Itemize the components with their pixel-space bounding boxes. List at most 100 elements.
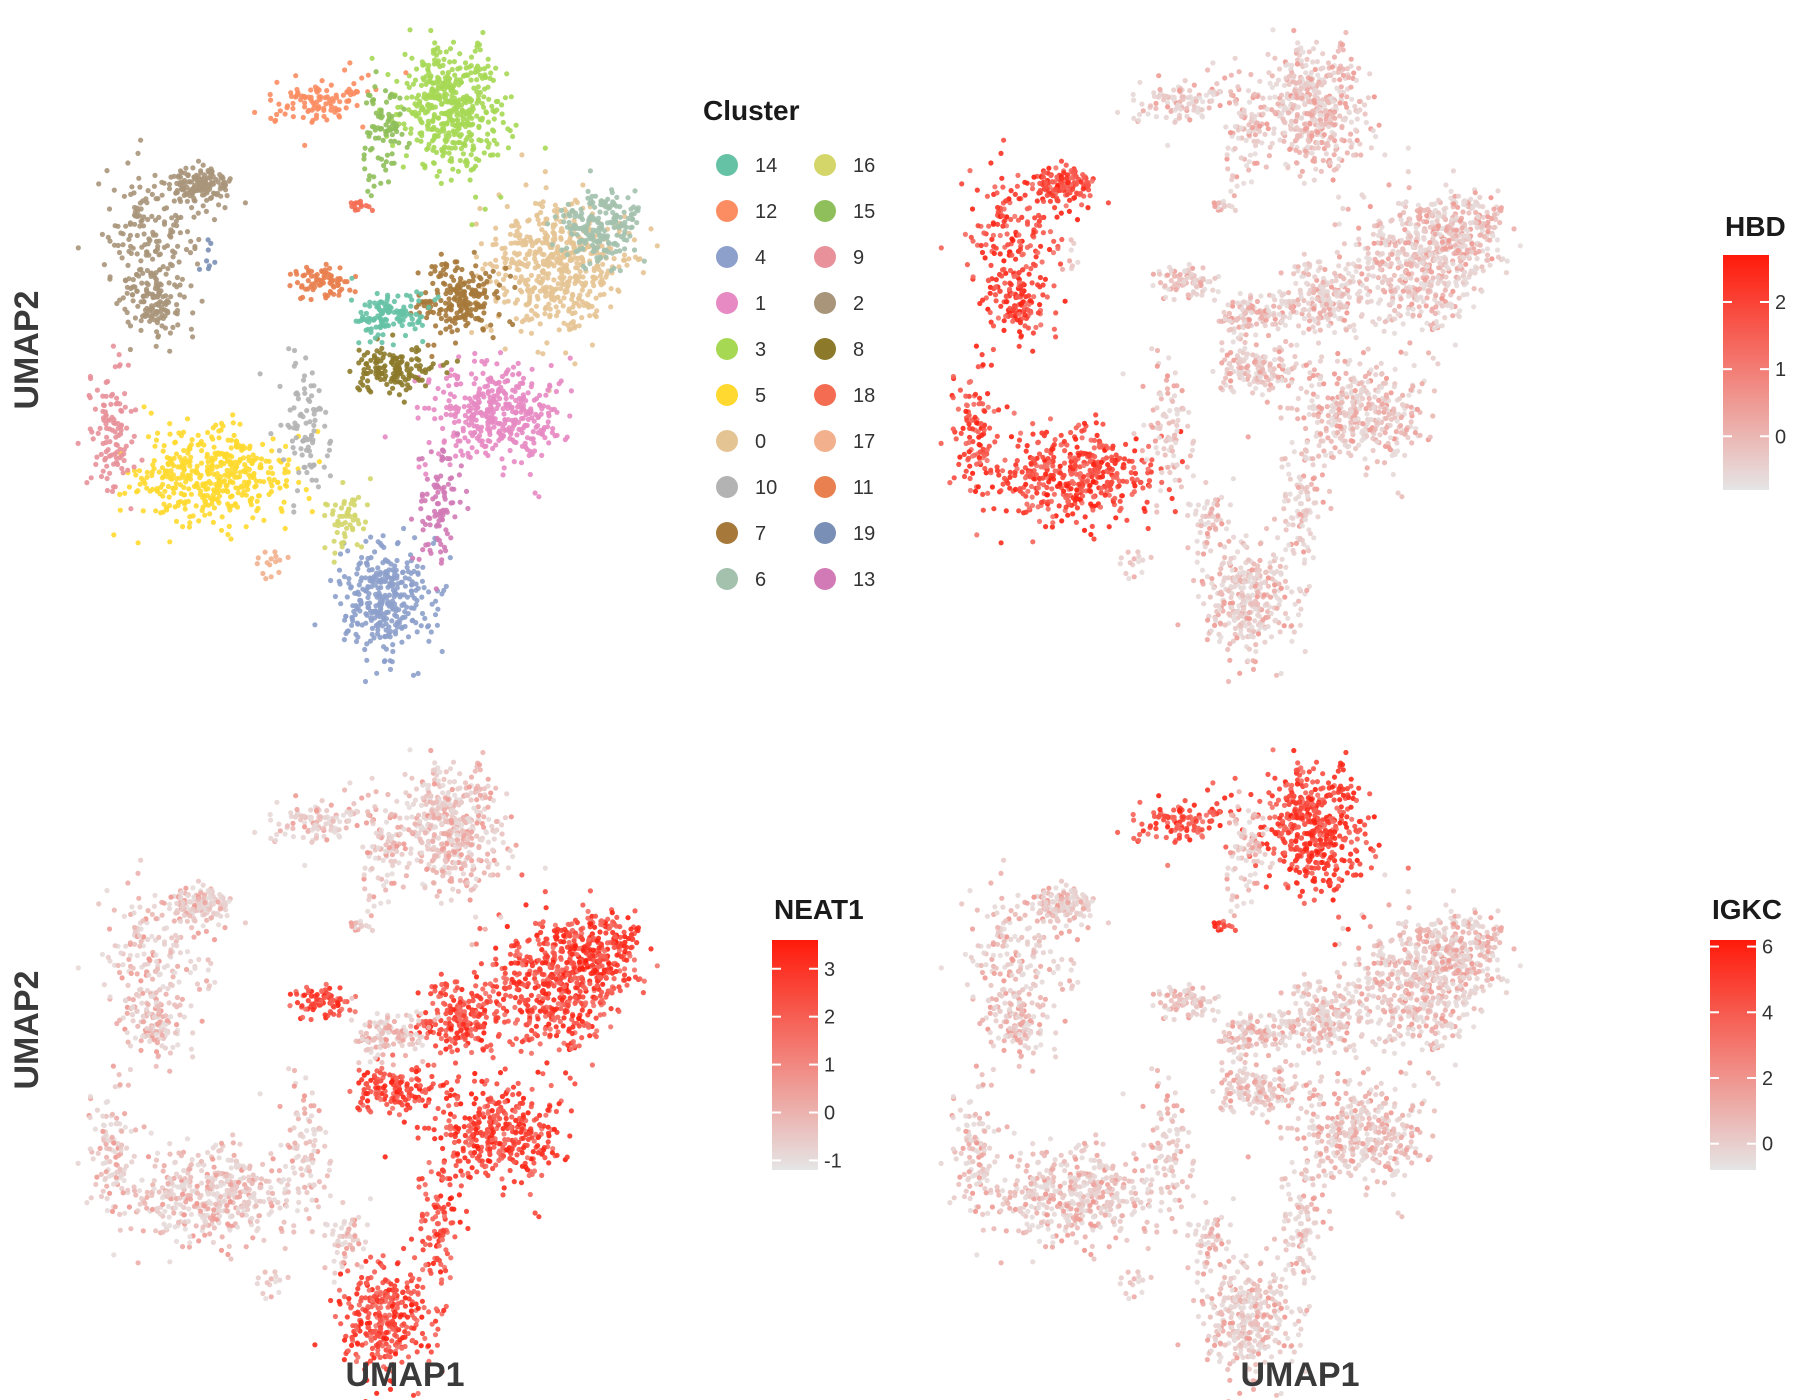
cell-point-cluster-9 [125, 467, 131, 473]
cell-point-cluster-2 [152, 172, 158, 178]
cell-point-cluster-4 [378, 585, 384, 591]
cell-point-cluster-13 [456, 472, 462, 478]
cell-point-cluster-3 [407, 27, 413, 33]
cell-point-cluster-8 [387, 390, 393, 396]
cell-point-hbd [1394, 418, 1400, 424]
cell-point-cluster-12 [268, 97, 274, 103]
cell-point-hbd [1285, 462, 1291, 468]
cell-point-cluster-1 [457, 438, 463, 444]
cell-point-cluster-5 [223, 453, 229, 459]
cell-point-cluster-2 [199, 298, 205, 304]
cell-point-cluster-3 [464, 160, 470, 166]
cell-point-cluster-0 [556, 267, 562, 273]
cell-point-cluster-12 [273, 117, 279, 123]
cell-point-cluster-5 [239, 492, 245, 498]
cell-point-cluster-3 [472, 48, 478, 54]
cell-point-cluster-2 [177, 230, 183, 236]
cell-point-cluster-3 [409, 55, 415, 61]
cell-point-cluster-19 [205, 247, 211, 253]
cell-point-cluster-9 [75, 440, 81, 446]
cell-point-cluster-10 [302, 390, 308, 396]
cell-point-hbd [1298, 385, 1304, 392]
cell-point-hbd [1334, 400, 1340, 406]
cell-point-cluster-15 [380, 137, 386, 143]
cell-point-cluster-6 [605, 196, 611, 202]
cell-point-cluster-6 [587, 168, 594, 174]
cell-point-cluster-3 [418, 82, 425, 88]
cell-point-cluster-7 [473, 263, 479, 269]
cell-point-cluster-7 [476, 282, 482, 288]
cell-point-hbd [1405, 169, 1411, 175]
cell-point-cluster-2 [183, 246, 190, 253]
cell-point-cluster-6 [564, 252, 570, 258]
cell-point-cluster-0 [648, 226, 654, 232]
cell-point-cluster-8 [396, 392, 402, 398]
cell-point-cluster-0 [529, 307, 535, 314]
cell-point-cluster-8 [407, 385, 413, 391]
cell-point-cluster-15 [369, 124, 375, 130]
cell-point-cluster-0 [581, 302, 587, 308]
cell-point-cluster-9 [106, 426, 113, 432]
cell-point-cluster-4 [369, 625, 375, 632]
cell-point-hbd [1360, 350, 1367, 356]
cell-point-cluster-4 [392, 612, 398, 618]
cell-point-cluster-6 [587, 261, 593, 267]
cell-point-cluster-0 [590, 279, 596, 285]
cell-point-hbd [1383, 392, 1389, 398]
cell-point-cluster-8 [398, 359, 404, 366]
cell-point-cluster-8 [401, 399, 407, 405]
cell-point-cluster-0 [587, 288, 593, 294]
cell-point-cluster-16 [347, 513, 353, 520]
cell-point-cluster-1 [448, 412, 454, 418]
cell-point-cluster-12 [324, 88, 330, 94]
cell-point-cluster-12 [345, 98, 352, 104]
cell-point-cluster-10 [321, 464, 327, 470]
cell-point-cluster-0 [511, 250, 518, 256]
cell-point-cluster-5 [185, 498, 191, 504]
cell-point-cluster-1 [556, 381, 562, 387]
cell-point-cluster-2 [134, 232, 140, 239]
cell-point-cluster-14 [374, 290, 380, 297]
cell-point-cluster-2 [130, 245, 136, 251]
cell-point-cluster-3 [433, 149, 440, 155]
cell-point-cluster-11 [337, 265, 343, 271]
cell-point-cluster-8 [375, 365, 381, 371]
cell-point-cluster-5 [283, 478, 290, 484]
cell-point-cluster-9 [109, 414, 115, 420]
cell-point-cluster-16 [324, 502, 330, 508]
cell-point-cluster-2 [153, 343, 159, 349]
cell-point-cluster-13 [427, 522, 433, 528]
cell-point-cluster-4 [402, 575, 408, 581]
cell-point-cluster-1 [423, 471, 429, 477]
cell-point-hbd [1053, 165, 1059, 171]
cell-point-cluster-3 [440, 62, 446, 68]
cell-point-cluster-5 [217, 493, 223, 499]
cell-point-hbd [1400, 402, 1406, 409]
cell-point-cluster-4 [362, 678, 369, 685]
cell-point-cluster-14 [391, 309, 397, 315]
cell-point-cluster-3 [491, 116, 497, 122]
cell-point-cluster-0 [587, 313, 593, 319]
cell-point-cluster-3 [505, 145, 511, 151]
cell-point-cluster-16 [358, 544, 365, 550]
cell-point-cluster-5 [175, 499, 182, 505]
cell-point-cluster-5 [187, 514, 193, 520]
cell-point-cluster-3 [419, 120, 425, 126]
cell-point-hbd [1389, 411, 1395, 417]
cell-point-cluster-0 [529, 243, 536, 249]
cell-point-cluster-6 [612, 213, 618, 220]
cell-point-cluster-0 [550, 225, 556, 231]
cell-point-hbd [970, 274, 976, 280]
cell-point-cluster-2 [116, 249, 123, 256]
cell-point-cluster-6 [611, 224, 617, 231]
cell-point-cluster-5 [250, 515, 256, 521]
cell-point-cluster-7 [429, 353, 435, 360]
cell-point-cluster-2 [192, 245, 198, 252]
cell-point-cluster-16 [356, 521, 362, 527]
cell-point-cluster-9 [93, 461, 99, 467]
cell-point-cluster-1 [522, 440, 528, 446]
cell-point-cluster-14 [426, 304, 432, 310]
cell-point-cluster-0 [473, 254, 480, 260]
cell-point-cluster-2 [168, 294, 174, 300]
cell-point-cluster-11 [308, 273, 315, 279]
